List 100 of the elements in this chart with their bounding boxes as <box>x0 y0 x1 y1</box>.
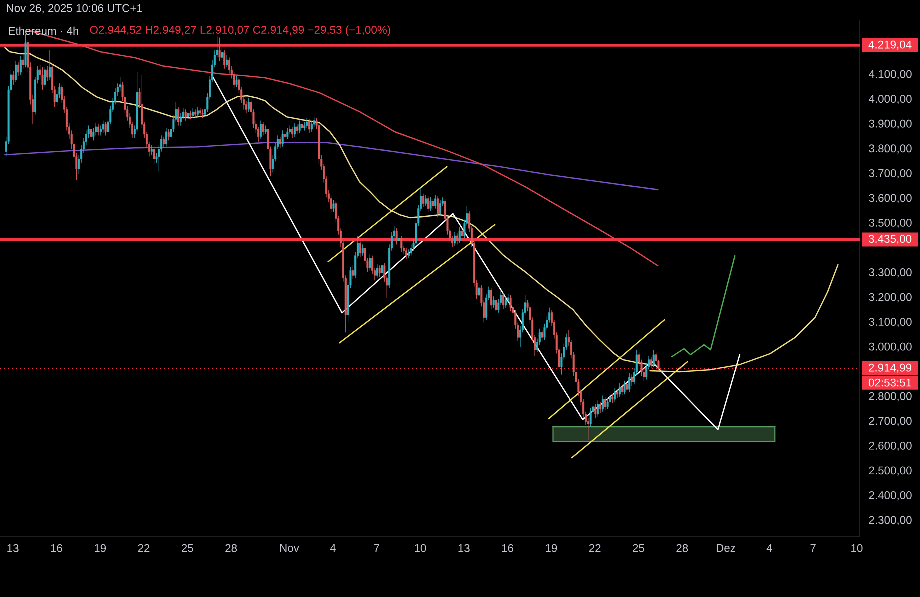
line-series <box>671 255 736 358</box>
candlestick <box>178 106 180 126</box>
x-tick-label: Dez <box>716 544 736 552</box>
x-tick-label: 10 <box>852 544 863 552</box>
candlestick <box>279 136 282 148</box>
candlestick <box>504 296 507 308</box>
candlestick <box>184 109 187 122</box>
x-tick-label: 28 <box>676 544 688 552</box>
candlestick <box>490 288 492 310</box>
candlestick <box>621 384 624 396</box>
candlestick <box>597 400 600 418</box>
x-tick-label: 13 <box>8 544 19 552</box>
y-tick-label: 3.000,00 <box>869 342 912 352</box>
candlestick <box>439 200 442 216</box>
candlestick <box>306 118 308 128</box>
candlestick <box>199 108 202 118</box>
candlestick <box>461 228 464 240</box>
candlestick <box>458 227 461 244</box>
x-tick-label: 4 <box>330 544 336 552</box>
candlestick <box>396 228 398 245</box>
line-series <box>650 264 839 373</box>
x-tick-label: 25 <box>633 544 644 552</box>
candlestick <box>332 200 335 213</box>
candlestick <box>652 350 655 368</box>
y-tick-label: 2.600,00 <box>869 442 912 452</box>
candlestick <box>381 262 384 276</box>
candlestick <box>631 374 634 386</box>
candlestick <box>359 240 362 258</box>
candlestick <box>378 266 381 278</box>
candlestick <box>284 132 286 141</box>
candlestick <box>626 382 628 394</box>
y-tick-label: 3.700,00 <box>869 169 912 179</box>
candlestick <box>478 284 480 298</box>
y-tick-label: 3.900,00 <box>869 120 912 130</box>
candlestick <box>192 108 194 119</box>
line-series <box>4 142 659 191</box>
candlestick <box>541 330 544 342</box>
candlestick <box>98 124 100 136</box>
candlestick <box>369 254 372 271</box>
candlestick <box>616 389 618 398</box>
x-tick-label: 13 <box>458 544 470 552</box>
candlestick <box>15 61 18 83</box>
ref-line-label: 4.219,04 <box>868 40 912 50</box>
candlestick <box>614 388 616 402</box>
candlestick <box>298 120 301 134</box>
candlestick <box>406 248 408 260</box>
candlestick <box>218 38 221 62</box>
y-tick-label: 2.400,00 <box>869 492 912 501</box>
candlestick <box>432 198 434 210</box>
candlestick <box>22 52 24 69</box>
text: Nov 26, 2025 10:06 UTC+1 <box>7 4 142 14</box>
candlestick <box>618 383 621 398</box>
candlestick <box>248 98 250 112</box>
candlestick <box>600 402 602 414</box>
candlestick <box>400 236 403 252</box>
candlestick <box>594 404 597 418</box>
candlestick <box>42 67 44 90</box>
x-tick-label: 19 <box>546 544 558 552</box>
candlestick <box>153 146 156 164</box>
candlestick <box>163 136 165 148</box>
candlestick <box>424 194 427 206</box>
line-series <box>211 74 741 431</box>
candlestick <box>102 120 104 134</box>
y-tick-label: 4.100,00 <box>868 70 912 80</box>
candlestick <box>286 128 289 140</box>
candlestick <box>495 298 498 314</box>
y-tick-label: 2.300,00 <box>869 516 912 526</box>
x-tick-label: 16 <box>502 544 514 552</box>
chart-title: Ethereum · 4h <box>9 26 78 36</box>
candlestick <box>650 357 652 369</box>
candlestick <box>624 380 626 395</box>
x-tick-label: 25 <box>182 544 194 552</box>
ref-line-label: 3.435,00 <box>868 235 912 244</box>
candlestick <box>44 67 46 88</box>
candlestick <box>422 194 424 208</box>
chart-subtitle: O2.944,52 H2.949,27 L2.910,07 C2.914,99 −29,53 (−1,00%) <box>90 26 390 36</box>
x-tick-label: 19 <box>94 544 106 552</box>
candlestick <box>430 197 432 212</box>
candlestick <box>264 126 267 135</box>
candlestick <box>454 232 456 246</box>
candlestick <box>398 234 400 244</box>
candlestick <box>20 56 22 76</box>
y-tick-label: 3.800,00 <box>869 144 912 154</box>
x-tick-label: 16 <box>51 544 62 552</box>
candlestick <box>224 50 226 69</box>
candlestick <box>12 71 15 86</box>
text: 02:53:51 <box>868 378 912 387</box>
candlestick <box>308 119 311 134</box>
y-tick-label: 2.800,00 <box>869 392 912 402</box>
x-tick-label: 22 <box>138 544 150 552</box>
y-tick-label: 3.500,00 <box>869 219 912 228</box>
candlestick <box>104 122 107 136</box>
candlestick <box>434 194 437 209</box>
y-tick-label: 2.500,00 <box>869 466 912 476</box>
ref-line-label: 2.914,99 <box>869 364 912 374</box>
candlestick <box>502 292 505 310</box>
candlestick <box>362 244 364 256</box>
x-tick-label: 28 <box>226 544 238 552</box>
candlestick <box>296 124 298 135</box>
candlestick <box>165 128 168 148</box>
